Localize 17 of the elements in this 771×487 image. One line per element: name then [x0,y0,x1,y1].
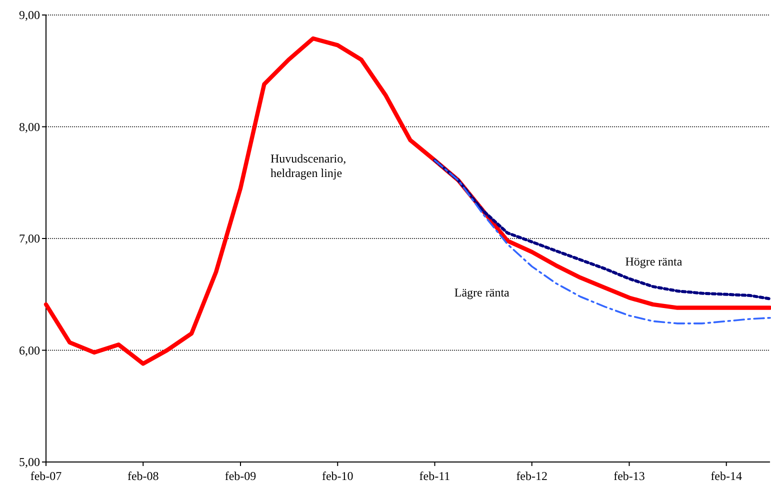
line-series [44,36,771,366]
x-tick-label: feb-09 [224,469,256,483]
y-tick-label: 5,00 [19,455,40,470]
x-tick-label: feb-14 [710,469,742,483]
y-tick-label: 6,00 [19,343,40,358]
y-tick-label: 8,00 [19,120,40,134]
x-tick-label: feb-12 [516,469,548,483]
x-tick-label: feb-07 [30,469,62,483]
text: Lägre ränta [454,286,510,300]
series-label: Högre ränta [625,254,683,268]
y-tick-label: 9,00 [19,8,40,22]
x-tick-label: feb-08 [127,469,159,483]
series-label: Huvudscenario, heldragen linje [270,152,346,180]
x-tick-label: feb-11 [419,469,450,483]
y-tick-label: 7,00 [19,232,40,246]
x-tick-label: feb-10 [322,469,354,483]
x-tick-label: feb-13 [614,469,645,483]
